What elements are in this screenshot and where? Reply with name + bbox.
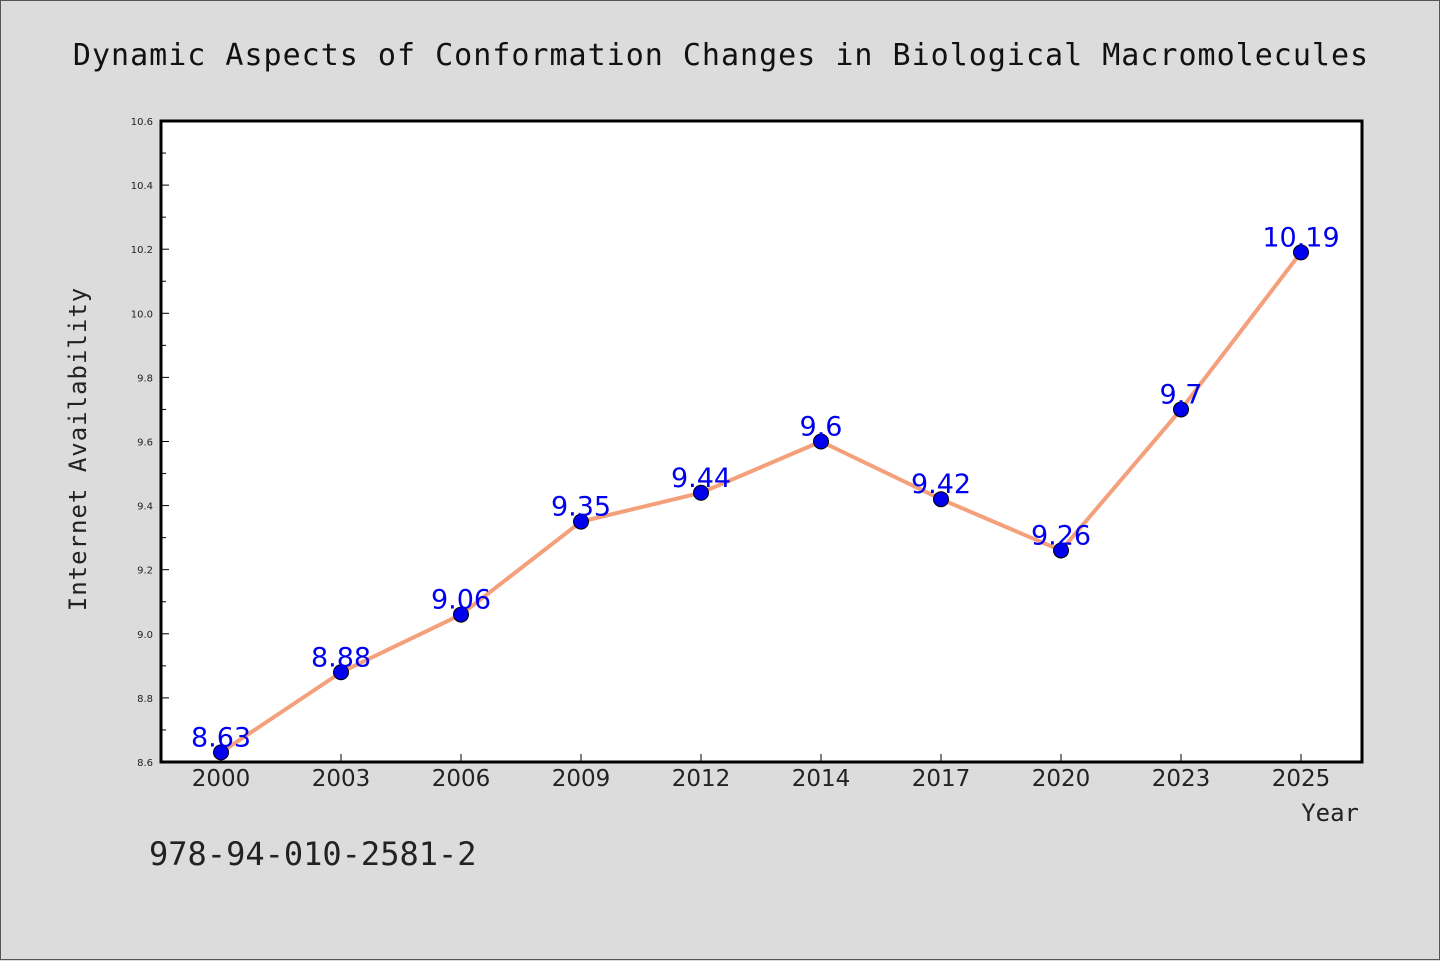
y-tick-label: 9.4 [137,502,153,513]
x-tick-label: 2000 [192,766,251,792]
data-labels: 8.63 8.88 9.06 9.35 9.44 9.6 9.42 9.26 9.7 10.19 [191,222,1340,753]
data-label: 9.06 [431,585,491,616]
y-tick-label: 10.4 [131,181,153,192]
y-axis-ticks: 8.6 8.8 9.0 9.2 9.4 9.6 9.8 10.0 10.2 10.4 10.6 [131,117,169,769]
y-tick-label: 10.0 [131,309,153,320]
x-axis-title: Year [1301,799,1359,827]
y-axis-title: Internet Availability [64,287,92,611]
y-tick-label: 8.8 [137,694,153,705]
data-markers [213,244,1309,761]
data-point [333,664,349,681]
y-tick-label: 9.2 [137,566,153,577]
x-tick-label: 2003 [312,766,371,792]
data-label: 9.7 [1160,379,1203,410]
data-label: 8.63 [191,722,251,753]
data-point [813,433,829,450]
y-tick-label: 10.6 [131,117,153,128]
plot-area [159,119,1364,764]
x-tick-label: 2012 [672,766,731,792]
data-point [693,484,709,501]
data-label: 9.6 [800,412,843,443]
chart-title: Dynamic Aspects of Conformation Changes … [73,38,1369,73]
y-tick-label: 10.2 [131,245,153,256]
data-point [453,606,469,623]
isbn-text: 978-94-010-2581-2 [149,835,477,873]
data-point [213,744,229,761]
x-tick-label: 2017 [912,766,971,792]
data-label: 9.35 [551,492,611,523]
x-tick-label: 2025 [1272,766,1331,792]
x-axis-ticks: 2000 2003 2006 2009 2012 2014 2017 2020 2023 2025 [192,754,1331,792]
x-tick-label: 2023 [1152,766,1211,792]
x-tick-label: 2006 [432,766,491,792]
y-tick-label: 9.0 [137,630,153,641]
data-point [573,513,589,530]
data-point [933,491,949,508]
data-label: 9.26 [1031,520,1091,551]
x-tick-label: 2009 [552,766,611,792]
data-label: 8.88 [311,642,371,673]
y-tick-label: 8.6 [137,758,153,769]
data-label: 9.44 [671,463,731,494]
x-tick-label: 2014 [792,766,851,792]
data-point [1173,401,1189,418]
x-tick-label: 2020 [1032,766,1091,792]
data-point [1293,244,1309,261]
data-point [1053,542,1069,559]
y-tick-label: 9.6 [137,438,153,449]
y-tick-label: 9.8 [137,373,153,384]
data-label: 10.19 [1262,222,1339,253]
series-line [219,250,1303,755]
data-label: 9.42 [911,469,971,500]
